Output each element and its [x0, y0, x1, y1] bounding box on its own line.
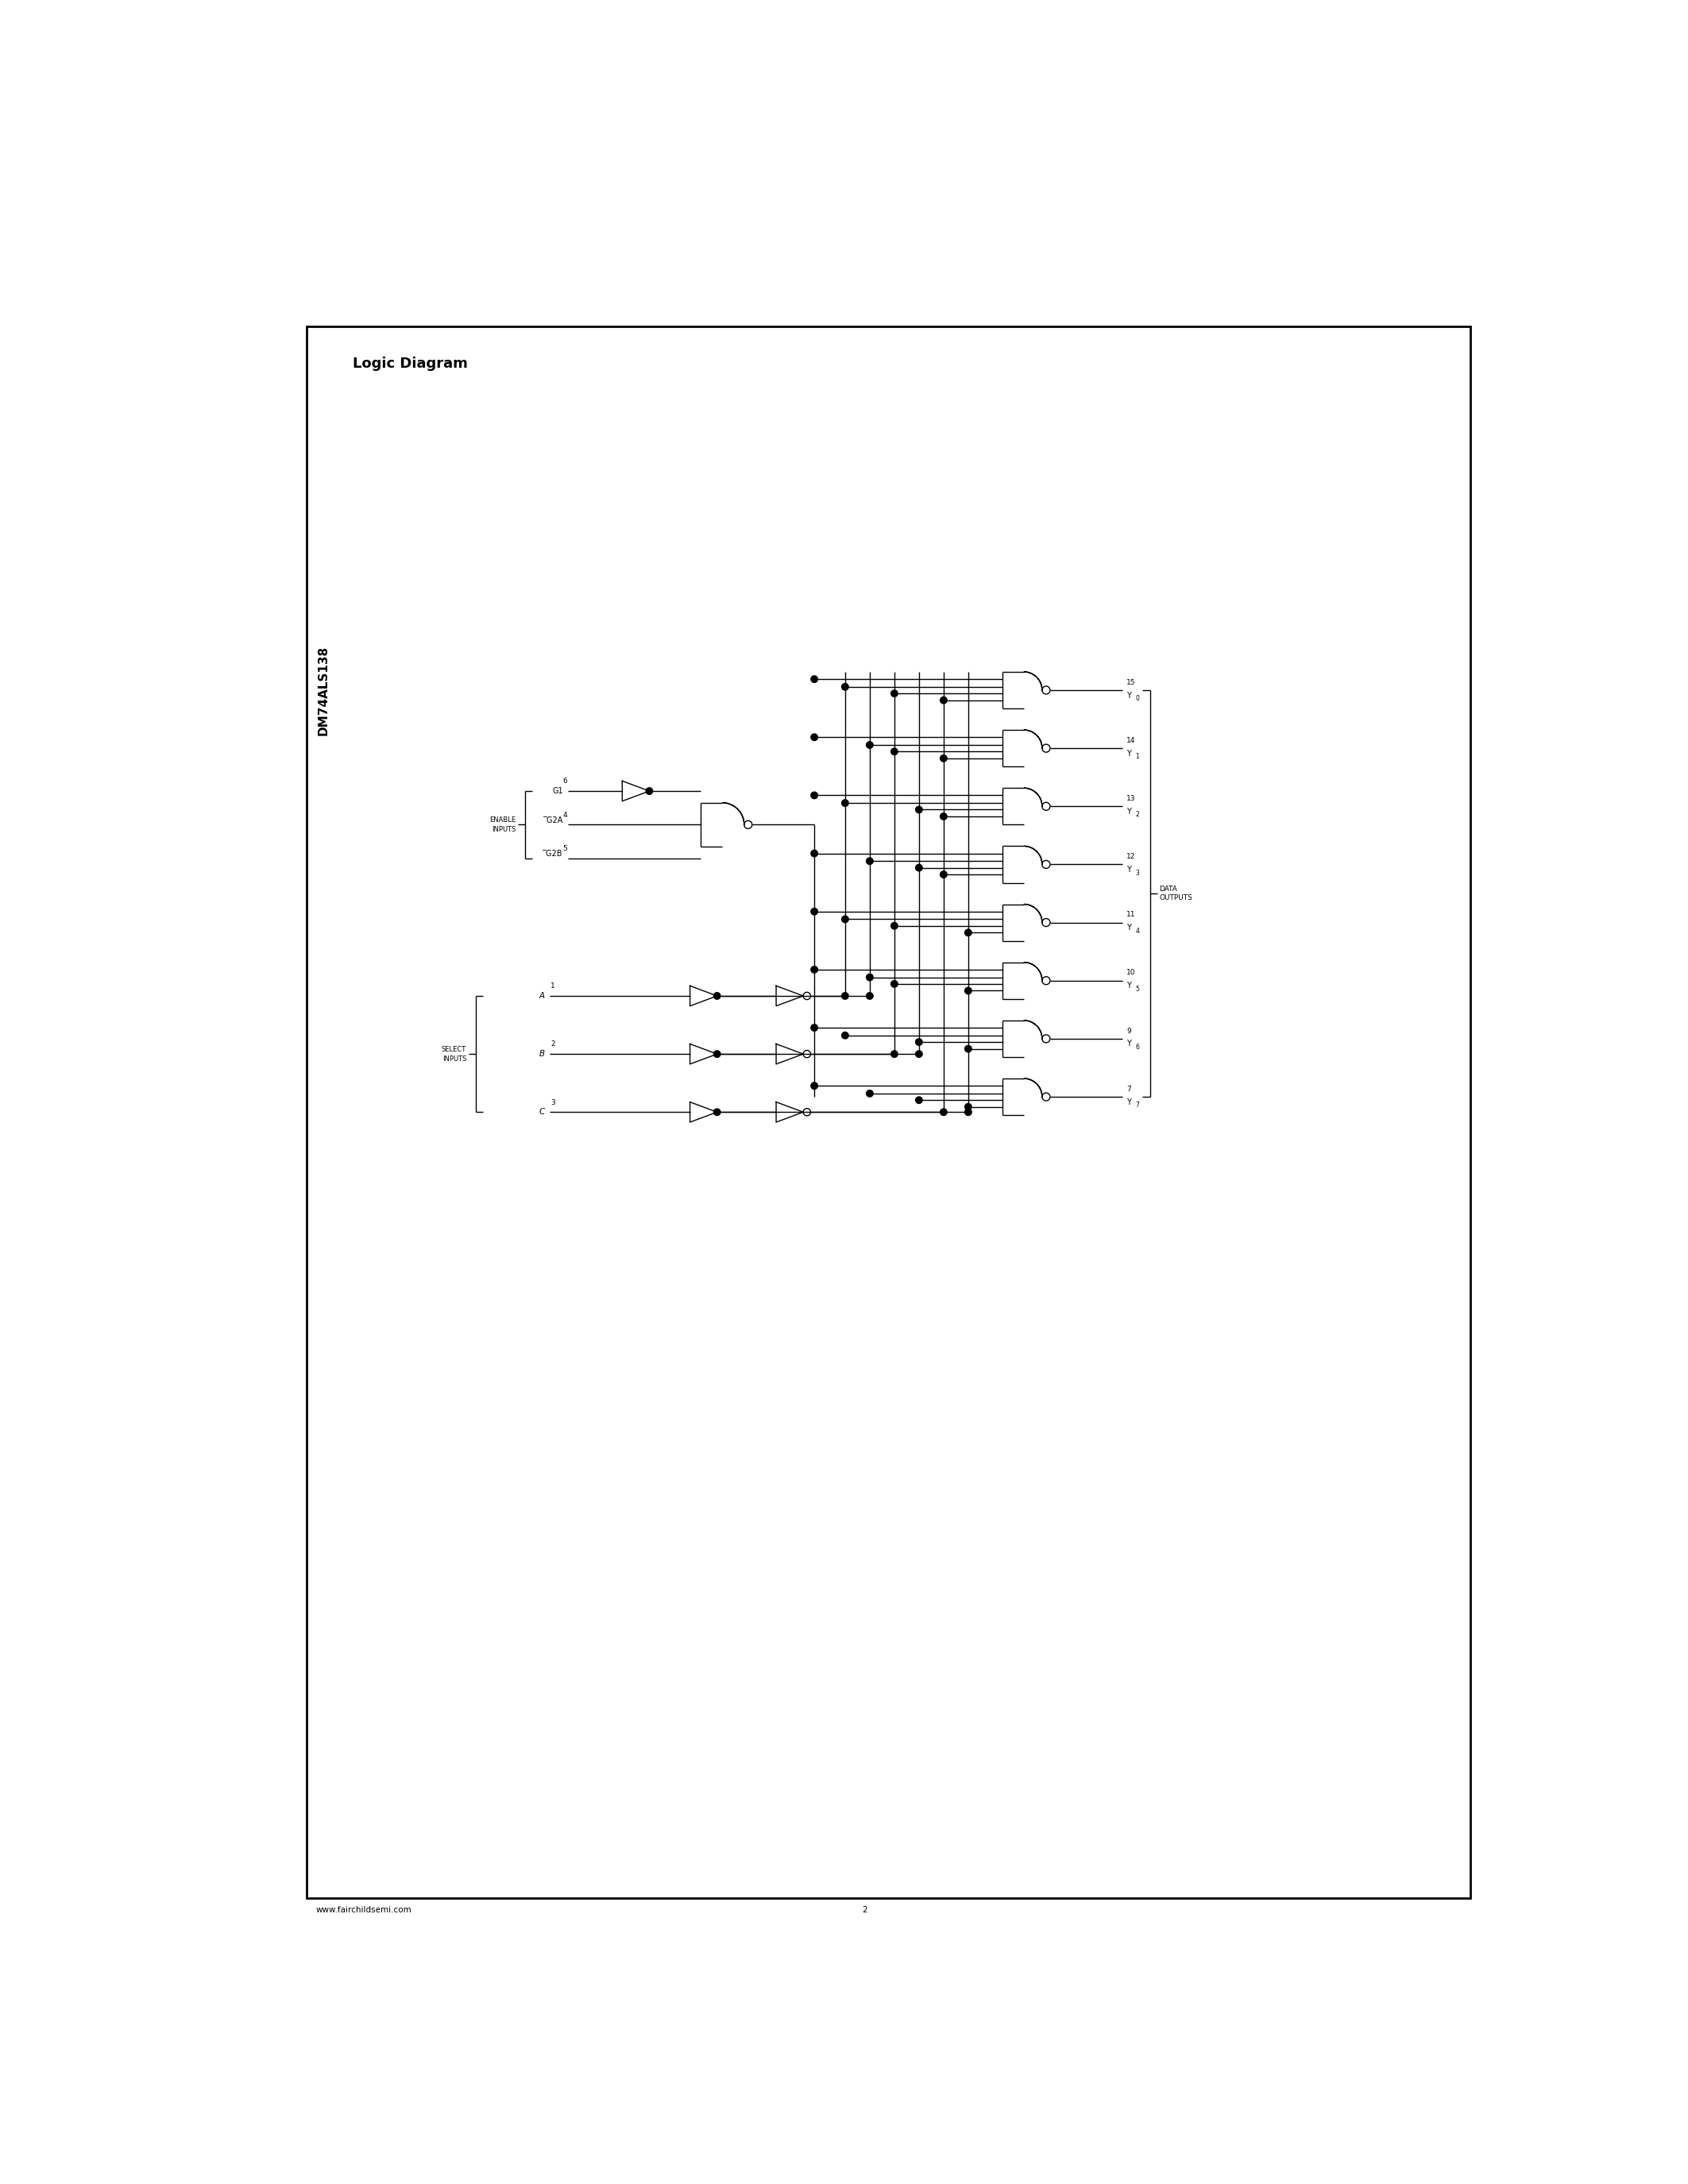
Text: 15: 15 [1126, 679, 1136, 686]
Text: 3: 3 [550, 1099, 555, 1105]
Text: A: A [538, 992, 545, 1000]
Circle shape [866, 858, 873, 865]
Circle shape [891, 981, 898, 987]
Circle shape [940, 697, 947, 703]
Circle shape [866, 992, 873, 1000]
Circle shape [842, 1033, 849, 1040]
Circle shape [866, 743, 873, 749]
Circle shape [810, 850, 817, 856]
Circle shape [915, 806, 922, 812]
Circle shape [810, 909, 817, 915]
Circle shape [810, 793, 817, 799]
Text: G1: G1 [552, 786, 564, 795]
Text: SELECT
INPUTS: SELECT INPUTS [442, 1046, 466, 1061]
Text: ̅G2B: ̅G2B [547, 850, 564, 858]
Text: DM74ALS138: DM74ALS138 [317, 644, 329, 736]
Circle shape [842, 799, 849, 806]
Text: 2: 2 [863, 1907, 868, 1913]
Text: Logic Diagram: Logic Diagram [353, 356, 468, 371]
Text: 0: 0 [1136, 695, 1139, 703]
Circle shape [842, 684, 849, 690]
Text: www.fairchildsemi.com: www.fairchildsemi.com [316, 1907, 412, 1913]
Circle shape [810, 675, 817, 681]
Text: ENABLE
INPUTS: ENABLE INPUTS [490, 817, 517, 832]
Text: Y: Y [1126, 749, 1131, 758]
Circle shape [966, 1103, 972, 1109]
Circle shape [915, 865, 922, 871]
Circle shape [842, 915, 849, 922]
Text: B: B [538, 1051, 545, 1057]
Text: 11: 11 [1126, 911, 1136, 917]
Circle shape [940, 756, 947, 762]
Text: 1: 1 [1136, 753, 1139, 760]
Circle shape [891, 922, 898, 928]
Circle shape [915, 1040, 922, 1046]
Circle shape [940, 812, 947, 819]
Text: 2: 2 [1136, 810, 1139, 819]
Text: 7: 7 [1126, 1085, 1131, 1092]
Text: 10: 10 [1126, 970, 1136, 976]
Text: ̅G2A: ̅G2A [547, 817, 564, 823]
Text: C: C [538, 1107, 545, 1116]
Text: 5: 5 [562, 845, 567, 852]
Circle shape [940, 1109, 947, 1116]
Circle shape [866, 974, 873, 981]
Circle shape [714, 1051, 721, 1057]
Circle shape [966, 1109, 972, 1116]
Text: Y: Y [1126, 1099, 1131, 1105]
Text: DATA
OUTPUTS: DATA OUTPUTS [1160, 885, 1192, 902]
Circle shape [810, 1083, 817, 1090]
Circle shape [915, 1096, 922, 1103]
Circle shape [966, 928, 972, 937]
Circle shape [714, 1109, 721, 1116]
Text: 6: 6 [562, 778, 567, 784]
Text: 14: 14 [1126, 736, 1136, 745]
Circle shape [866, 1090, 873, 1096]
Text: 9: 9 [1126, 1026, 1131, 1035]
Circle shape [915, 1051, 922, 1057]
Circle shape [891, 690, 898, 697]
Circle shape [891, 1051, 898, 1057]
Text: 4: 4 [562, 812, 567, 819]
Text: 6: 6 [1136, 1044, 1139, 1051]
Text: 12: 12 [1126, 854, 1136, 860]
Text: Y: Y [1126, 1040, 1131, 1048]
Bar [307, 325, 1470, 1898]
Text: Y: Y [1126, 983, 1131, 989]
Text: 5: 5 [1136, 985, 1139, 994]
Circle shape [891, 749, 898, 756]
Circle shape [647, 788, 653, 795]
Text: 7: 7 [1136, 1101, 1139, 1109]
Text: Y: Y [1126, 692, 1131, 699]
Text: 1: 1 [550, 983, 555, 989]
Text: 3: 3 [1136, 869, 1139, 876]
Circle shape [966, 1046, 972, 1053]
Circle shape [842, 992, 849, 1000]
Circle shape [810, 965, 817, 974]
Circle shape [940, 871, 947, 878]
Text: Y: Y [1126, 865, 1131, 874]
Circle shape [810, 1024, 817, 1031]
Text: 13: 13 [1126, 795, 1136, 802]
Text: 2: 2 [550, 1042, 555, 1048]
Circle shape [810, 734, 817, 740]
Text: Y: Y [1126, 924, 1131, 933]
Text: Y: Y [1126, 808, 1131, 815]
Text: 4: 4 [1136, 928, 1139, 935]
Circle shape [714, 992, 721, 1000]
Circle shape [966, 987, 972, 994]
